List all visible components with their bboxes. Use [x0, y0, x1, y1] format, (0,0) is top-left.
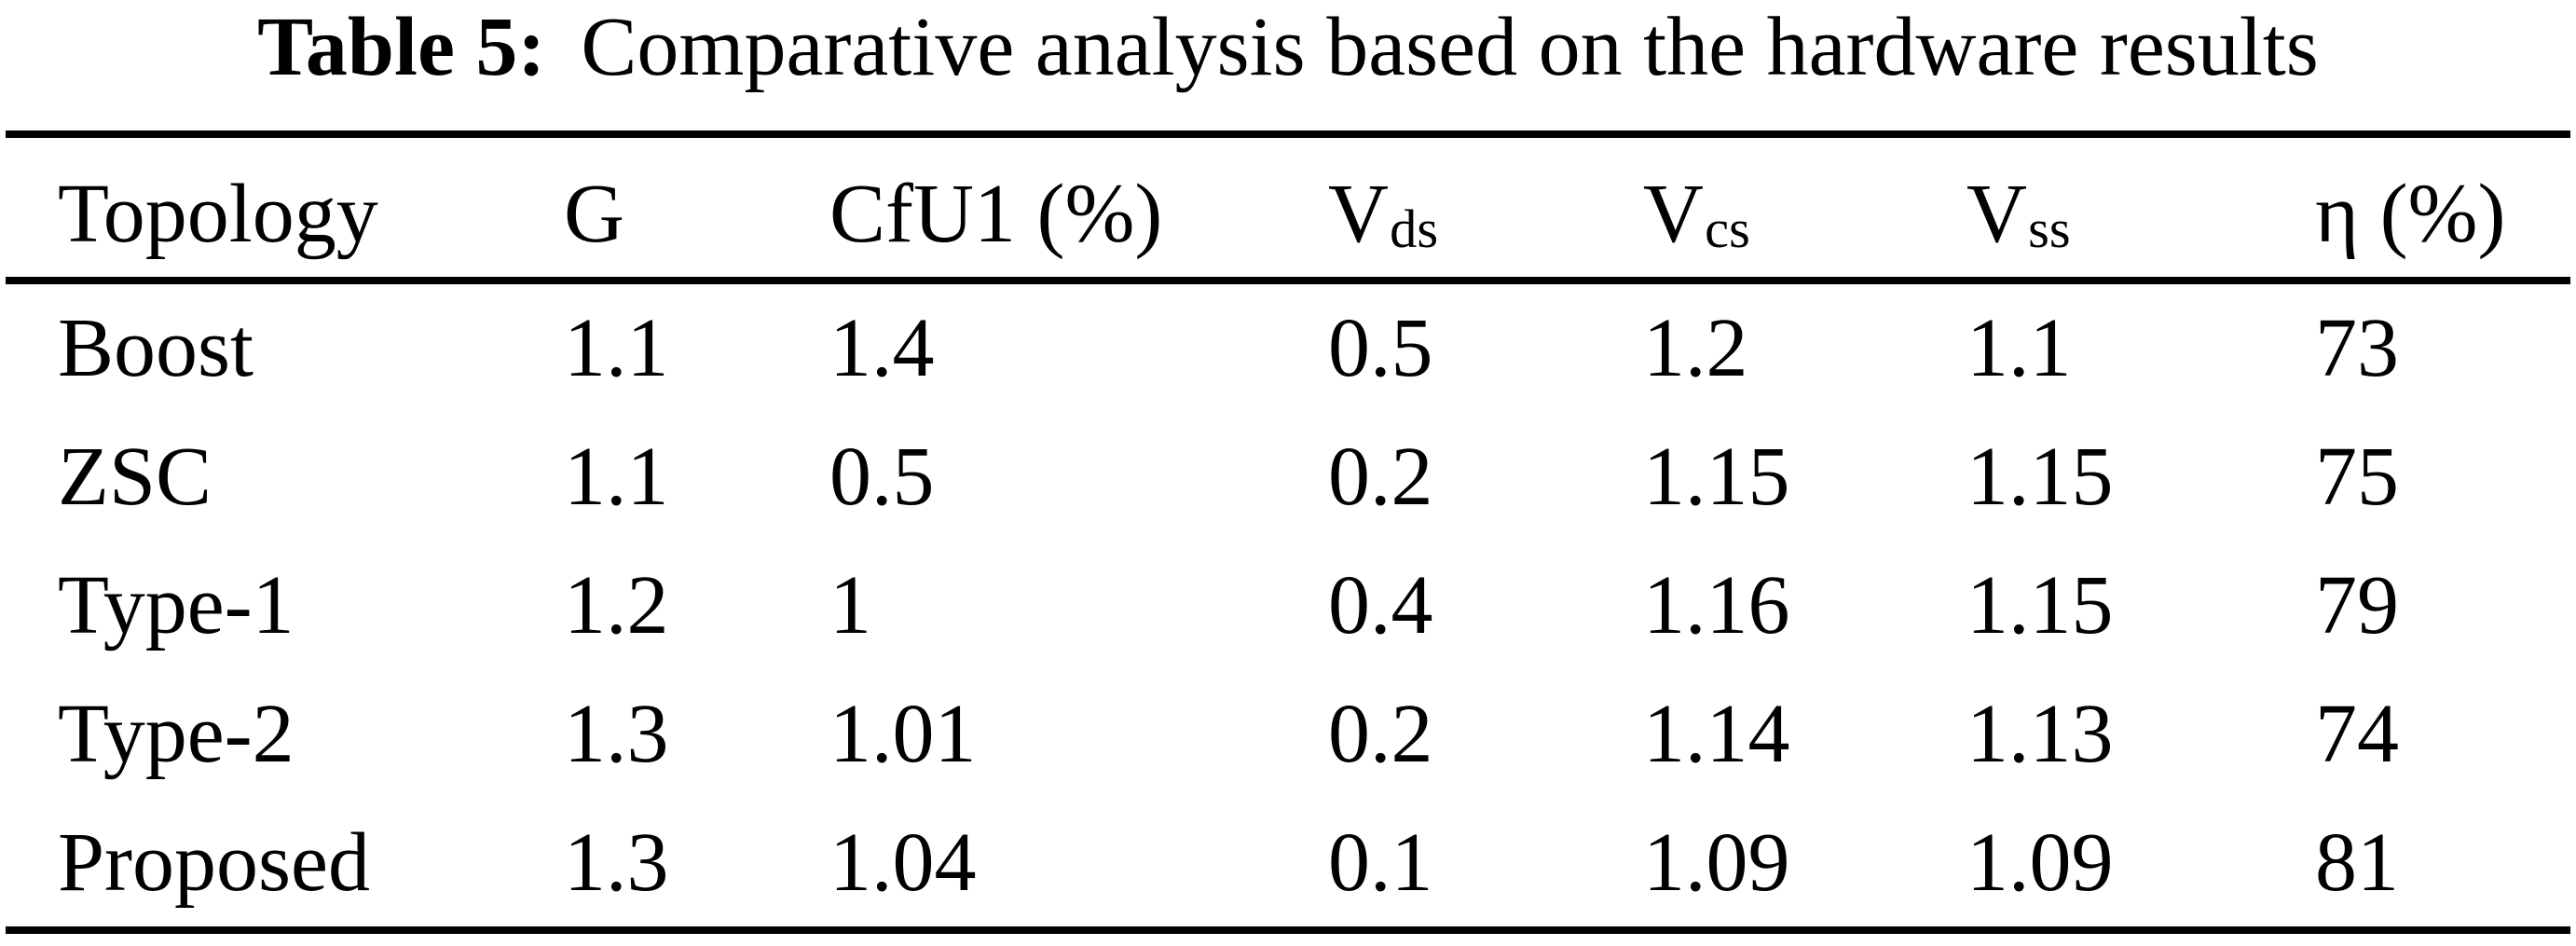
table-cell: 0.5: [1328, 302, 1433, 395]
table-cell: 74: [2315, 687, 2399, 780]
column-header-label: G: [564, 168, 624, 260]
bottom-rule: [6, 926, 2570, 934]
table-cell: Type-2: [58, 687, 295, 780]
column-header-label: V: [1643, 168, 1704, 260]
table-cell: 1.09: [1966, 816, 2114, 909]
table-cell: 79: [2315, 558, 2399, 651]
table-cell: 1.09: [1643, 816, 1790, 909]
column-header-label: V: [1966, 168, 2027, 260]
column-header-label: Topology: [58, 168, 378, 260]
table-cell: 73: [2315, 302, 2399, 395]
table-cell: Proposed: [58, 816, 370, 909]
table-cell: 1.3: [564, 687, 669, 780]
table-cell: 1.01: [829, 687, 977, 780]
table-cell: 1.1: [1966, 302, 2072, 395]
table-cell: 1.04: [829, 816, 977, 909]
table-caption: Table 5: Comparative analysis based on th…: [0, 0, 2576, 99]
table-cell: 1.16: [1643, 558, 1790, 651]
table-cell: 1.1: [564, 302, 669, 395]
table-cell: Type-1: [58, 558, 295, 651]
table-cell: 1.3: [564, 816, 669, 909]
table-cell: 1.15: [1966, 558, 2114, 651]
table-cell: 0.2: [1328, 687, 1433, 780]
table-cell: Boost: [58, 302, 254, 395]
column-header-g: G: [564, 138, 829, 277]
caption-label: Table 5:: [257, 1, 546, 93]
table-cell: 1.2: [564, 558, 669, 651]
column-header-label: η (%): [2315, 168, 2506, 260]
table-cell: 1.15: [1966, 431, 2114, 524]
table-cell: 1.13: [1966, 687, 2114, 780]
column-header-label: CfU1 (%): [829, 168, 1163, 260]
table-cell: 1.14: [1643, 687, 1790, 780]
column-header-cfu1: CfU1 (%): [829, 138, 1328, 277]
table-cell: 1.4: [829, 302, 935, 395]
table-cell: 75: [2315, 431, 2399, 524]
column-header-topology: Topology: [58, 138, 564, 277]
table-cell: 1.2: [1643, 302, 1748, 395]
table-cell: 1.1: [564, 431, 669, 524]
table-cell: 1: [829, 558, 871, 651]
table-cell: 0.5: [829, 431, 935, 524]
table-cell: 81: [2315, 816, 2399, 909]
table-cell: 0.1: [1328, 816, 1433, 909]
caption-text: Comparative analysis based on the hardwa…: [581, 1, 2319, 93]
table-cell: ZSC: [58, 431, 212, 524]
table-cell: 0.4: [1328, 558, 1433, 651]
table-cell: 1.15: [1643, 431, 1790, 524]
column-header-eta: η (%): [2315, 138, 2565, 277]
top-rule: [6, 130, 2570, 138]
column-header-label: V: [1328, 168, 1389, 260]
header-rule: [6, 277, 2570, 284]
table-cell: 0.2: [1328, 431, 1433, 524]
